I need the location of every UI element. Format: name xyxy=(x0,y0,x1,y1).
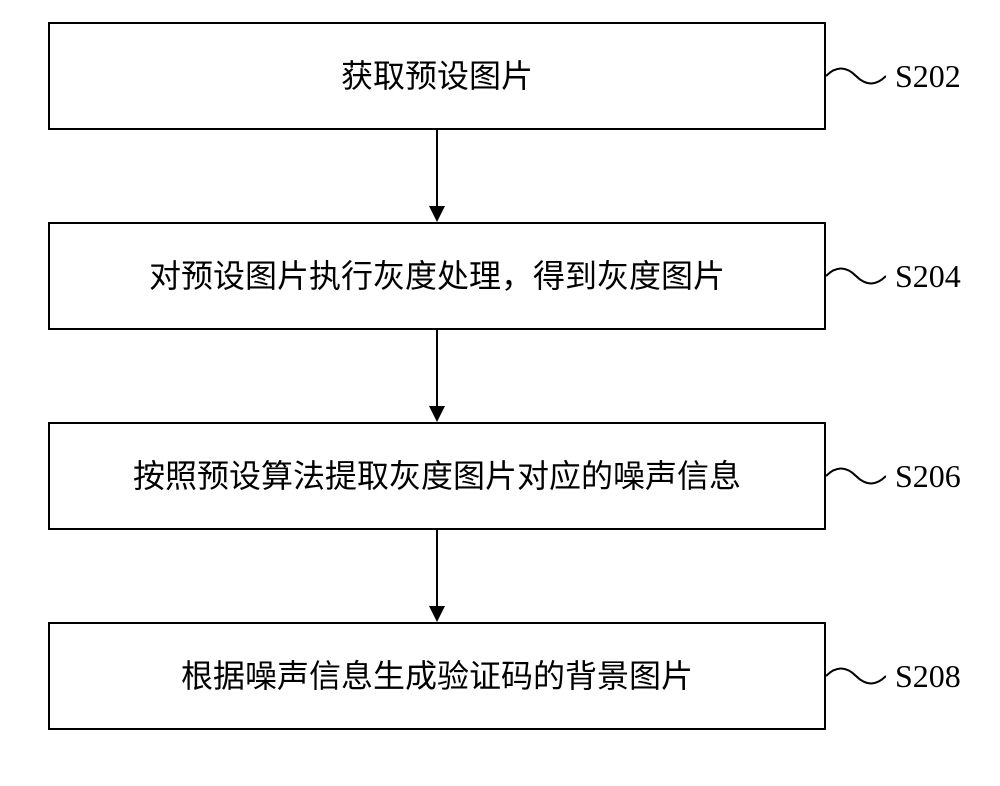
flowchart-arrow xyxy=(436,530,438,606)
step-text: 对预设图片执行灰度处理，得到灰度图片 xyxy=(149,254,725,299)
flowchart-arrow xyxy=(436,330,438,406)
step-text: 按照预设算法提取灰度图片对应的噪声信息 xyxy=(133,454,741,499)
arrow-head-icon xyxy=(429,406,445,422)
connector-curve xyxy=(826,261,886,291)
flowchart-step-box: 获取预设图片 xyxy=(48,22,826,130)
flowchart-step-box: 根据噪声信息生成验证码的背景图片 xyxy=(48,622,826,730)
step-label: S204 xyxy=(895,258,961,295)
flowchart-step-box: 对预设图片执行灰度处理，得到灰度图片 xyxy=(48,222,826,330)
flowchart-arrow xyxy=(436,130,438,206)
step-text: 获取预设图片 xyxy=(341,54,533,99)
connector-curve xyxy=(826,461,886,491)
step-label: S202 xyxy=(895,58,961,95)
connector-curve xyxy=(826,61,886,91)
connector-curve xyxy=(826,661,886,691)
arrow-head-icon xyxy=(429,606,445,622)
flowchart-step-box: 按照预设算法提取灰度图片对应的噪声信息 xyxy=(48,422,826,530)
step-label: S206 xyxy=(895,458,961,495)
arrow-head-icon xyxy=(429,206,445,222)
step-text: 根据噪声信息生成验证码的背景图片 xyxy=(181,654,693,699)
step-label: S208 xyxy=(895,658,961,695)
flowchart-canvas: 获取预设图片 S202 对预设图片执行灰度处理，得到灰度图片 S204 按照预设… xyxy=(0,0,1000,786)
